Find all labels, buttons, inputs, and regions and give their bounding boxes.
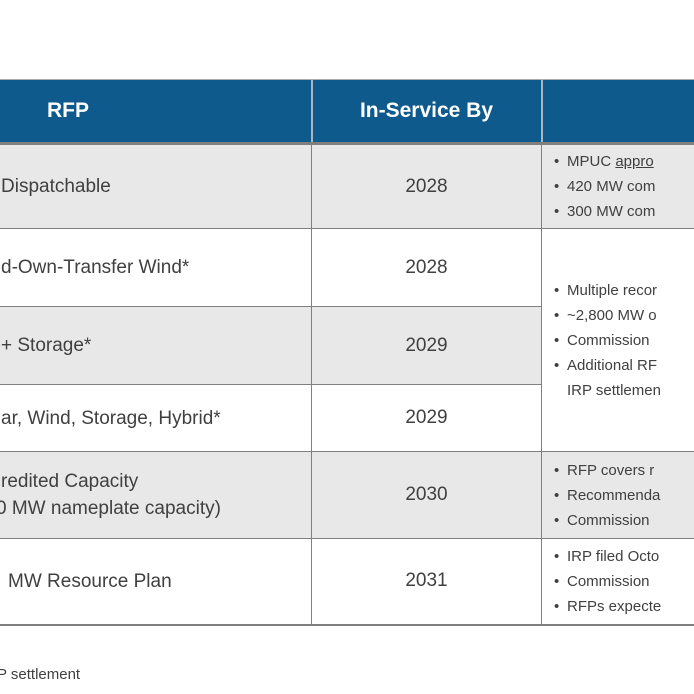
bullet-text: MPUC (567, 153, 616, 170)
approval-link[interactable]: appro (615, 153, 654, 170)
status-bullet-list: MPUC appro 420 MW com 300 MW com (553, 149, 694, 224)
status-bullet: RFPs expecte (553, 594, 694, 619)
status-bullet: IRP filed Octo (553, 544, 694, 569)
column-header-status (540, 79, 694, 145)
footnote: P settlement (0, 666, 81, 683)
status-cell-merged: Multiple recor ~2,800 MW o Commission Ad… (541, 228, 694, 452)
rfp-status-table: RFP In-Service By Dispatchable 2028 MPUC… (0, 79, 694, 626)
status-bullet-list: IRP filed Octo Commission RFPs expecte (553, 544, 694, 619)
status-bullet: Commission (553, 508, 694, 533)
table-row: ar, Wind, Storage, Hybrid* 2029 (0, 384, 694, 452)
rfp-name-cell: MW Resource Plan (0, 538, 312, 626)
rfp-name-cell: Dispatchable (0, 143, 312, 229)
status-bullet: 420 MW com (553, 174, 694, 199)
bullet-line-1: Additional RF (567, 356, 658, 374)
status-cell: MPUC appro 420 MW com 300 MW com (541, 143, 694, 229)
rfp-name-cell: ar, Wind, Storage, Hybrid* (0, 384, 312, 452)
status-cell: RFP covers r Recommenda Commission (541, 451, 694, 539)
in-service-year-cell: 2029 (311, 306, 542, 385)
status-bullet: Commission (553, 569, 694, 594)
status-bullet: RFP covers r (553, 458, 694, 483)
column-header-rfp: RFP (0, 79, 312, 145)
status-cell: IRP filed Octo Commission RFPs expecte (541, 538, 694, 626)
table-row: MW Resource Plan 2031 IRP filed Octo Com… (0, 538, 694, 626)
in-service-year-cell: 2028 (311, 143, 542, 229)
column-header-in-service-by: In-Service By (310, 79, 542, 145)
in-service-year-cell: 2030 (311, 451, 542, 539)
status-bullet-list: RFP covers r Recommenda Commission (553, 458, 694, 533)
bullet-line-2: IRP settlemen (567, 381, 661, 399)
header-row: RFP In-Service By (0, 79, 694, 145)
status-bullet: Commission (553, 328, 694, 353)
status-bullet: Additional RF IRP settlemen (553, 353, 694, 403)
table-row: redited Capacity 0 MW nameplate capacity… (0, 451, 694, 539)
rfp-name-cell: redited Capacity 0 MW nameplate capacity… (0, 451, 312, 539)
in-service-year-cell: 2028 (311, 228, 542, 307)
rfp-name-cell: d-Own-Transfer Wind* (0, 228, 312, 307)
status-bullet: Multiple recor (553, 278, 694, 303)
table-row: d-Own-Transfer Wind* 2028 Multiple recor… (0, 228, 694, 452)
status-bullet: 300 MW com (553, 199, 694, 224)
rfp-name-line-1: redited Capacity (1, 471, 139, 492)
rfp-name-cell: + Storage* (0, 306, 312, 385)
status-bullet: ~2,800 MW o (553, 303, 694, 328)
in-service-year-cell: 2029 (311, 384, 542, 452)
table-row: Dispatchable 2028 MPUC appro 420 MW com … (0, 143, 694, 229)
status-bullet: MPUC appro (553, 149, 694, 174)
status-bullet: Recommenda (553, 483, 694, 508)
status-bullet-list: Multiple recor ~2,800 MW o Commission Ad… (553, 278, 694, 403)
in-service-year-cell: 2031 (311, 538, 542, 626)
rfp-name-line-2: 0 MW nameplate capacity) (0, 498, 221, 519)
